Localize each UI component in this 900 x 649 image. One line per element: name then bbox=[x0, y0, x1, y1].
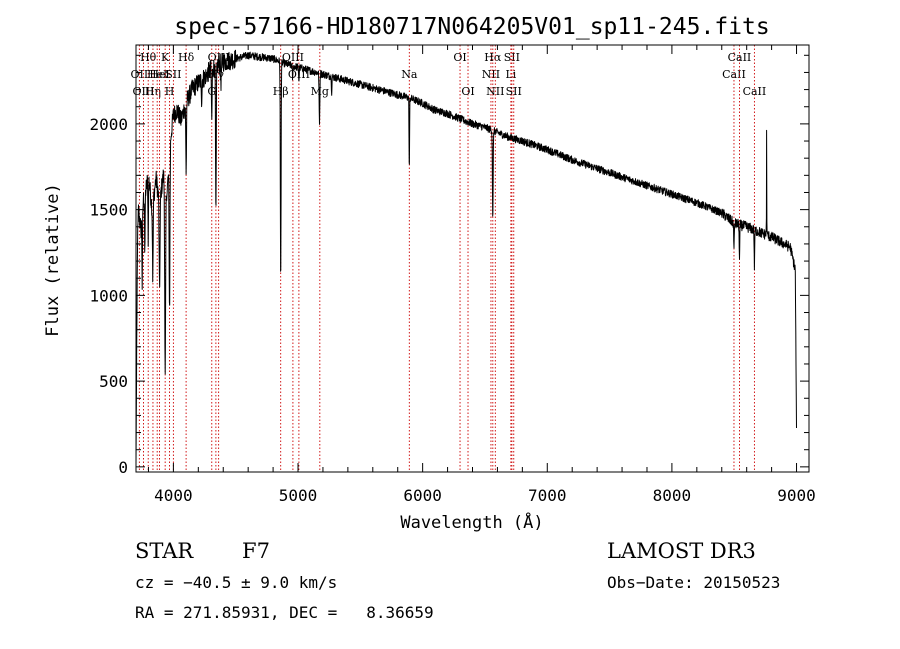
line-marker-label: Hα bbox=[484, 51, 502, 64]
x-tick-label: 7000 bbox=[528, 486, 567, 505]
x-axis-label: Wavelength (Å) bbox=[400, 511, 543, 533]
x-tick-label: 9000 bbox=[777, 486, 816, 505]
line-marker-label: CaII bbox=[743, 85, 767, 98]
line-marker-label: CaII bbox=[728, 51, 752, 64]
line-marker-label: OII bbox=[131, 68, 149, 81]
line-marker-label: SII bbox=[506, 85, 522, 98]
line-marker-label: SII bbox=[165, 68, 181, 81]
line-marker-label: OI bbox=[453, 51, 466, 64]
y-tick-label: 500 bbox=[99, 372, 128, 391]
line-marker-label: CaII bbox=[722, 68, 746, 81]
x-axis-ticks: 4000 5000 6000 7000 8000 9000 bbox=[147, 45, 816, 505]
line-marker-label: OI bbox=[461, 85, 474, 98]
line-marker-label: Na bbox=[401, 68, 418, 81]
line-marker-label: K bbox=[161, 51, 170, 64]
spectrum-line bbox=[135, 49, 797, 464]
line-marker-label: NII bbox=[482, 68, 500, 81]
y-axis-label: Flux (relative) bbox=[43, 183, 63, 337]
y-axis-ticks: 0 500 1000 1500 2000 bbox=[89, 54, 809, 477]
observation-date: Obs−Date: 20150523 bbox=[607, 573, 781, 592]
line-marker-label: Hη bbox=[145, 85, 161, 98]
spectrum-series bbox=[135, 49, 797, 464]
y-tick-label: 0 bbox=[118, 458, 128, 477]
line-marker-label: OIII bbox=[132, 85, 154, 98]
object-class: STAR bbox=[135, 539, 194, 563]
line-marker-label: HeI bbox=[149, 68, 169, 81]
plot-frame bbox=[135, 44, 810, 473]
line-marker-label: Hβ bbox=[273, 85, 289, 98]
y-tick-label: 2000 bbox=[89, 115, 128, 134]
line-marker-label: SII bbox=[504, 51, 520, 64]
object-subclass: F7 bbox=[242, 539, 270, 563]
line-marker-label: NII bbox=[486, 85, 504, 98]
line-marker-label: H bbox=[165, 85, 175, 98]
x-tick-label: 4000 bbox=[154, 486, 193, 505]
x-tick-label: 6000 bbox=[403, 486, 442, 505]
coordinates: RA = 271.85931, DEC = 8.36659 bbox=[135, 603, 434, 622]
chart-title: spec-57166-HD180717N064205V01_sp11-245.f… bbox=[174, 14, 769, 40]
line-markers: OIIOIIIHθHηHeIHeIKHSIIHδGHγOIIIHβOIIIOII… bbox=[131, 45, 767, 472]
x-tick-label: 5000 bbox=[279, 486, 318, 505]
line-marker-label: Hθ bbox=[140, 51, 157, 64]
line-marker-label: Hδ bbox=[178, 51, 195, 64]
line-marker-label: OIII bbox=[282, 51, 304, 64]
y-tick-label: 1000 bbox=[89, 286, 128, 305]
x-tick-label: 8000 bbox=[653, 486, 692, 505]
line-marker-label: Li bbox=[505, 68, 516, 81]
line-marker-label: HeI bbox=[147, 68, 167, 81]
survey-name: LAMOST DR3 bbox=[607, 539, 756, 563]
redshift-cz: cz = −40.5 ± 9.0 km/s bbox=[135, 573, 338, 592]
y-tick-label: 1500 bbox=[89, 201, 128, 220]
